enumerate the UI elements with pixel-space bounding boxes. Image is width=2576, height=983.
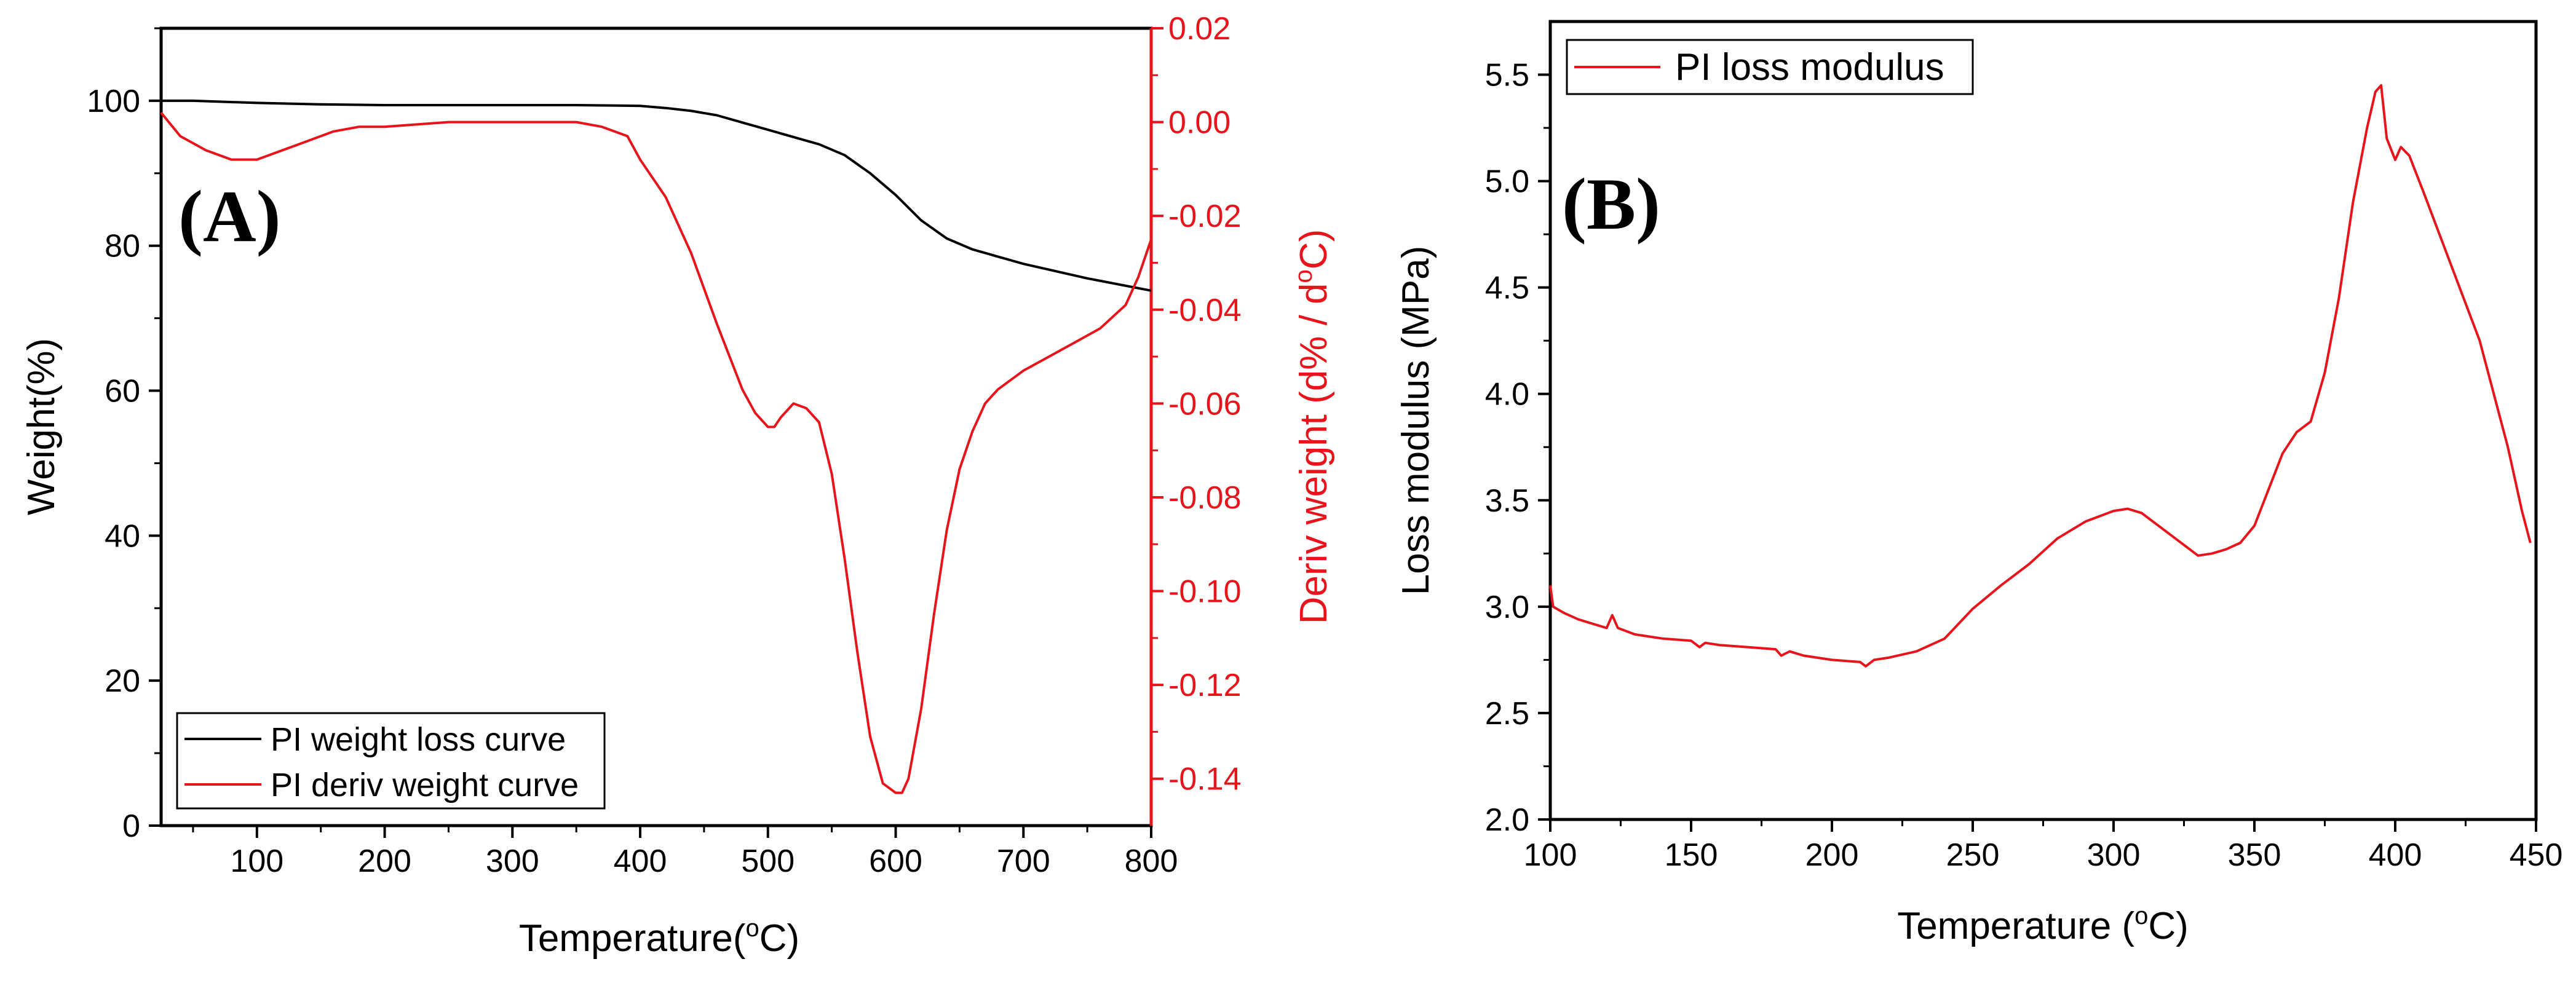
x-tick-label: 400 — [614, 843, 667, 879]
panel-b-series — [1549, 84, 2532, 668]
y-tick-label: 5.5 — [1485, 58, 1529, 93]
legend-label-loss: PI loss modulus — [1675, 46, 1944, 89]
y2-tick-label: -0.08 — [1168, 480, 1242, 516]
x-tick-label: 200 — [1805, 837, 1859, 873]
y-tick-label: 80 — [105, 229, 140, 264]
x-tick-label: 300 — [486, 843, 539, 879]
x-tick-label: 250 — [1946, 837, 2000, 873]
y-tick-label: 100 — [87, 84, 140, 119]
y-tick-label: 3.5 — [1485, 483, 1529, 519]
panel-b-legend: PI loss modulus — [1566, 39, 1974, 95]
x-tick-label: 800 — [1125, 843, 1178, 879]
legend-label-deriv: PI deriv weight curve — [271, 767, 579, 803]
x-tick-label: 100 — [230, 843, 283, 879]
panel-b-x-axis-title: Temperature (oC) — [1897, 902, 2189, 947]
weight-loss-line — [161, 99, 1152, 292]
panel-a-y2-axis-title: Deriv weight (d% / doC) — [1290, 229, 1335, 624]
y2-tick-label: -0.02 — [1168, 199, 1242, 234]
x-tick-label: 450 — [2510, 837, 2563, 873]
panel-a-y-axis-title: Weight(%) — [20, 338, 63, 515]
loss-modulus-line — [1549, 84, 2532, 668]
panel-a: (A) 100 200 300 400 500 600 700 800 0 20 40 60 80 10… — [20, 11, 1335, 960]
x-tick-label: 400 — [2369, 837, 2422, 873]
legend-label-weight: PI weight loss curve — [271, 721, 566, 758]
panel-a-legend-box — [176, 712, 606, 810]
y2-tick-label: -0.14 — [1168, 762, 1242, 797]
panel-b-label: (B) — [1562, 163, 1660, 245]
y2-tick-label: -0.06 — [1168, 386, 1242, 422]
y-tick-label: 40 — [105, 518, 140, 554]
panel-a-plot-frame — [159, 26, 1153, 827]
x-tick-label: 300 — [2087, 837, 2141, 873]
panel-a-label: (A) — [178, 175, 281, 257]
y-tick-label: 20 — [105, 663, 140, 699]
x-tick-label: 500 — [741, 843, 795, 879]
x-tick-label: 700 — [997, 843, 1050, 879]
panel-b: (B) 100 150 200 250 300 350 400 450 2.0 2.5 3.0 3.… — [1395, 20, 2563, 947]
y-tick-label: 4.0 — [1485, 377, 1529, 413]
y-tick-label: 5.0 — [1485, 164, 1529, 200]
y2-tick-label: -0.12 — [1168, 668, 1242, 703]
deriv-weight-line — [160, 112, 1152, 794]
y2-tick-label: 0.02 — [1168, 11, 1231, 47]
panel-a-legend: PI weight loss curve PI deriv weight cur… — [176, 712, 606, 810]
y2-tick-label: 0.00 — [1168, 105, 1231, 141]
panel-a-x-axis-title: Temperature(oC) — [519, 915, 799, 960]
y2-tick-label: -0.04 — [1168, 293, 1242, 328]
panel-a-x-axis: 100 200 300 400 500 600 700 800 — [192, 826, 1178, 879]
panel-b-x-axis: 100 150 200 250 300 350 400 450 — [1524, 819, 2563, 873]
x-tick-label: 150 — [1665, 837, 1718, 873]
panel-a-series — [160, 99, 1152, 794]
panel-a-y-axis-right: 0.02 0.00 -0.02 -0.04 -0.06 -0.08 -0.10 -0.12 -0… — [1149, 11, 1242, 826]
panel-b-y-axis: 2.0 2.5 3.0 3.5 4.0 4.5 5.0 5.5 — [1485, 58, 1550, 838]
y-tick-label: 2.5 — [1485, 696, 1529, 732]
x-tick-label: 200 — [358, 843, 411, 879]
y-tick-label: 2.0 — [1485, 802, 1529, 838]
y-tick-label: 4.5 — [1485, 270, 1529, 306]
y-tick-label: 0 — [122, 808, 140, 844]
x-tick-label: 600 — [869, 843, 922, 879]
x-tick-label: 100 — [1524, 837, 1577, 873]
y-tick-label: 60 — [105, 374, 140, 409]
x-tick-label: 350 — [2228, 837, 2281, 873]
y2-tick-label: -0.10 — [1168, 574, 1242, 610]
y-tick-label: 3.0 — [1485, 590, 1529, 625]
panel-b-y-axis-title: Loss modulus (MPa) — [1395, 246, 1437, 596]
panel-a-y-axis-left: 0 20 40 60 80 100 — [87, 27, 161, 844]
